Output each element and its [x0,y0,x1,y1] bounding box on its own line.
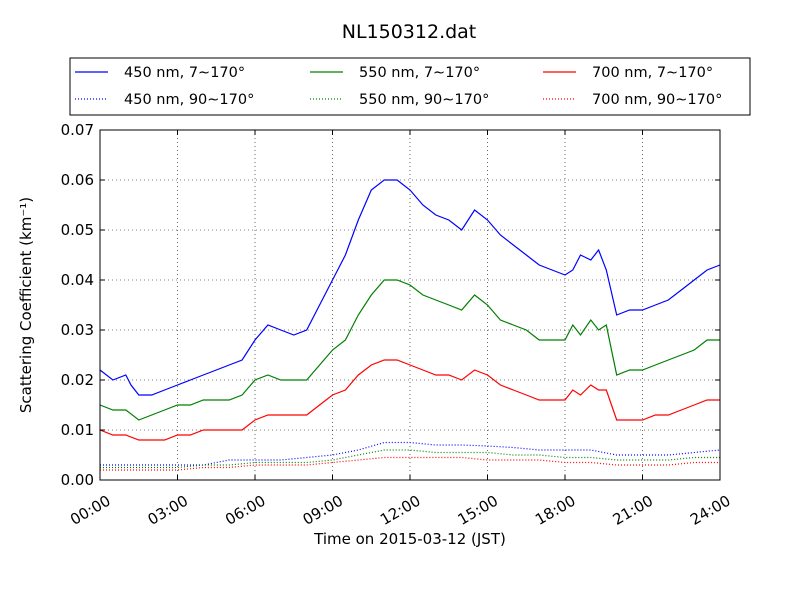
y-tick-label: 0.00 [61,471,94,489]
legend-label: 550 nm, 7∼170° [359,65,480,81]
series-line [100,456,720,471]
chart-title: NL150312.dat [342,21,477,43]
legend-label: 450 nm, 7∼170° [124,65,245,81]
x-tick-label: 00:00 [67,492,113,529]
series-line [100,441,721,466]
legend-label: 550 nm, 90∼170° [359,92,489,108]
y-tick-label: 0.06 [61,171,94,189]
y-tick-label: 0.05 [61,221,94,239]
x-tick-label: 06:00 [222,492,268,529]
series-layer [99,179,721,471]
y-tick-label: 0.02 [61,371,94,389]
x-tick-label: 09:00 [300,492,346,529]
y-tick-label: 0.07 [61,121,94,139]
x-tick-label: 24:00 [687,492,733,529]
series-line [99,179,721,396]
axis-ticks [99,129,721,481]
x-tick-label: 21:00 [610,492,656,529]
y-tick-labels: 0.00 0.01 0.02 0.03 0.04 0.05 0.06 0.07 [61,121,94,489]
x-axis-label: Time on 2015-03-12 (JST) [313,530,506,548]
legend-label: 450 nm, 90∼170° [124,92,254,108]
x-tick-label: 03:00 [145,492,191,529]
y-tick-label: 0.04 [61,271,94,289]
x-tick-label: 12:00 [377,492,423,529]
legend-label: 700 nm, 7∼170° [592,65,713,81]
x-tick-label: 15:00 [455,492,501,529]
series-line [99,359,720,441]
y-tick-label: 0.03 [61,321,94,339]
x-tick-labels: 00:00 03:00 06:00 09:00 12:00 15:00 18:00 21:00… [67,492,733,529]
legend: 450 nm, 7∼170° 550 nm, 7∼170° 700 nm, 7∼17… [69,57,751,116]
grid-lines [100,130,720,480]
legend-label: 700 nm, 90∼170° [592,92,722,108]
series-line [99,279,720,421]
y-axis-label: Scattering Coefficient (km⁻¹) [17,197,35,413]
y-tick-label: 0.01 [61,421,94,439]
x-tick-label: 18:00 [532,492,578,529]
legend-box [69,57,751,116]
